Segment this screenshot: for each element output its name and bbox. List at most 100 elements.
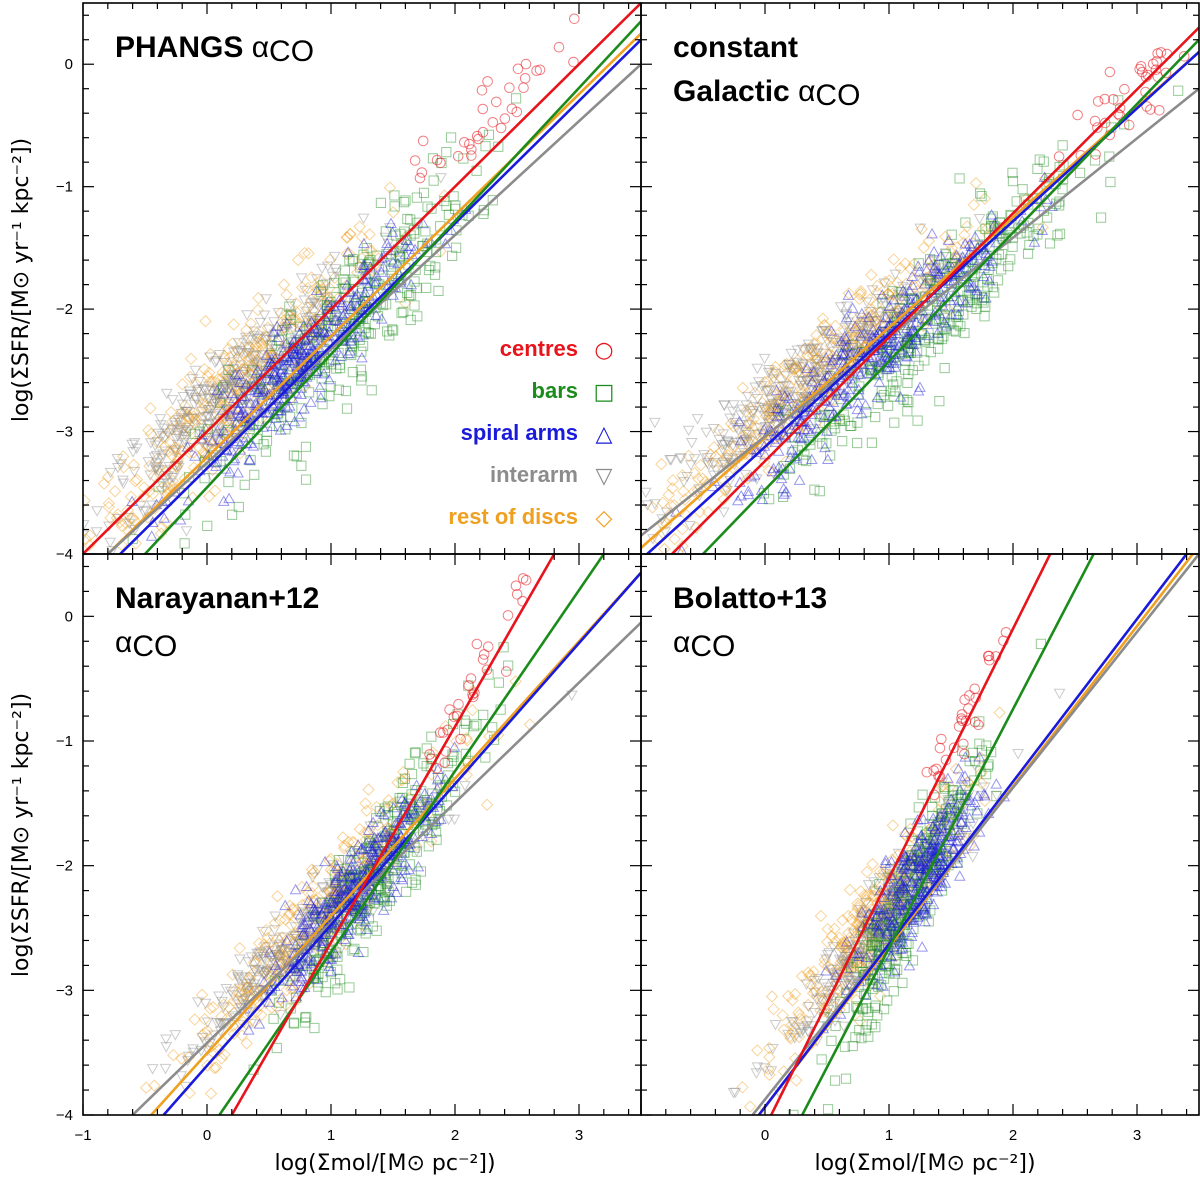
marker-rest-of-discs	[248, 1015, 261, 1029]
marker-spiral-arms	[358, 259, 371, 271]
marker-rest-of-discs	[854, 315, 867, 328]
marker-bars	[986, 213, 997, 224]
marker-spiral-arms	[949, 286, 962, 298]
marker-interarm	[677, 477, 690, 488]
marker-bars	[865, 973, 876, 984]
marker-bars	[333, 347, 344, 359]
marker-interarm	[735, 410, 748, 421]
marker-rest-of-discs	[807, 370, 821, 383]
marker-rest-of-discs	[921, 855, 934, 869]
marker-spiral-arms	[1040, 193, 1052, 204]
marker-interarm	[861, 330, 874, 342]
marker-rest-of-discs	[258, 966, 271, 979]
marker-spiral-arms	[387, 256, 399, 267]
marker-interarm	[920, 861, 933, 872]
marker-spiral-arms	[307, 902, 320, 914]
marker-interarm	[769, 368, 782, 380]
marker-spiral-arms	[927, 315, 940, 326]
marker-spiral-arms	[963, 238, 976, 249]
marker-rest-of-discs	[863, 315, 876, 328]
marker-spiral-arms	[329, 314, 342, 325]
marker-rest-of-discs	[763, 411, 776, 424]
marker-rest-of-discs	[383, 181, 397, 194]
marker-interarm	[895, 933, 908, 944]
marker-spiral-arms	[386, 226, 399, 237]
marker-rest-of-discs	[208, 376, 222, 389]
marker-rest-of-discs	[265, 1001, 278, 1014]
marker-interarm	[166, 472, 178, 484]
marker-rest-of-discs	[439, 719, 452, 733]
marker-bars	[221, 427, 232, 438]
marker-rest-of-discs	[83, 494, 91, 507]
marker-spiral-arms	[829, 410, 842, 421]
marker-spiral-arms	[300, 960, 313, 972]
marker-rest-of-discs	[899, 867, 913, 881]
marker-rest-of-discs	[788, 987, 802, 1001]
marker-spiral-arms	[969, 231, 982, 242]
marker-rest-of-discs	[128, 514, 141, 527]
marker-bars	[928, 833, 939, 844]
marker-bars	[356, 924, 367, 935]
marker-bars	[349, 846, 360, 857]
marker-interarm	[306, 872, 319, 884]
marker-centres	[477, 654, 489, 665]
marker-rest-of-discs	[217, 376, 231, 389]
marker-spiral-arms	[311, 330, 323, 341]
marker-interarm	[297, 925, 310, 937]
marker-rest-of-discs	[821, 935, 834, 949]
marker-interarm	[878, 278, 891, 290]
marker-rest-of-discs	[766, 366, 779, 379]
marker-spiral-arms	[357, 868, 370, 879]
marker-interarm	[675, 453, 688, 465]
marker-spiral-arms	[319, 327, 331, 338]
marker-bars	[1042, 212, 1053, 223]
marker-rest-of-discs	[874, 989, 887, 1003]
marker-spiral-arms	[360, 837, 373, 848]
marker-interarm	[265, 340, 278, 351]
marker-interarm	[384, 834, 396, 845]
marker-rest-of-discs	[831, 336, 845, 349]
marker-spiral-arms	[334, 350, 347, 362]
marker-interarm	[738, 437, 751, 448]
marker-bars	[873, 367, 884, 378]
marker-interarm	[821, 365, 834, 376]
marker-rest-of-discs	[290, 930, 304, 943]
marker-interarm	[788, 1033, 801, 1044]
marker-interarm	[201, 385, 213, 397]
marker-rest-of-discs	[242, 342, 255, 356]
marker-bars	[401, 886, 412, 897]
marker-rest-of-discs	[758, 375, 772, 389]
marker-spiral-arms	[830, 349, 843, 360]
marker-interarm	[928, 831, 941, 842]
marker-interarm	[822, 1004, 835, 1016]
marker-rest-of-discs	[167, 444, 181, 457]
marker-interarm	[777, 381, 790, 393]
marker-spiral-arms	[867, 324, 880, 335]
marker-bars	[877, 297, 888, 308]
marker-spiral-arms	[299, 334, 312, 345]
marker-spiral-arms	[315, 907, 328, 919]
marker-rest-of-discs	[155, 481, 168, 495]
marker-interarm	[282, 359, 295, 371]
marker-interarm	[762, 418, 775, 430]
marker-interarm	[759, 411, 771, 422]
marker-rest-of-discs	[200, 440, 214, 453]
marker-spiral-arms	[263, 996, 276, 1007]
marker-rest-of-discs	[202, 490, 216, 503]
marker-rest-of-discs	[795, 386, 809, 400]
marker-interarm	[213, 349, 226, 361]
marker-interarm	[734, 419, 747, 431]
marker-interarm	[924, 847, 937, 858]
marker-interarm	[925, 839, 938, 851]
marker-interarm	[664, 455, 677, 466]
marker-bars	[916, 329, 927, 340]
marker-rest-of-discs	[894, 290, 908, 303]
marker-spiral-arms	[818, 411, 830, 422]
marker-rest-of-discs	[976, 222, 990, 236]
marker-spiral-arms	[400, 234, 413, 246]
marker-spiral-arms	[338, 883, 350, 894]
marker-bars	[885, 920, 897, 931]
marker-spiral-arms	[315, 306, 327, 318]
marker-interarm	[807, 379, 820, 391]
